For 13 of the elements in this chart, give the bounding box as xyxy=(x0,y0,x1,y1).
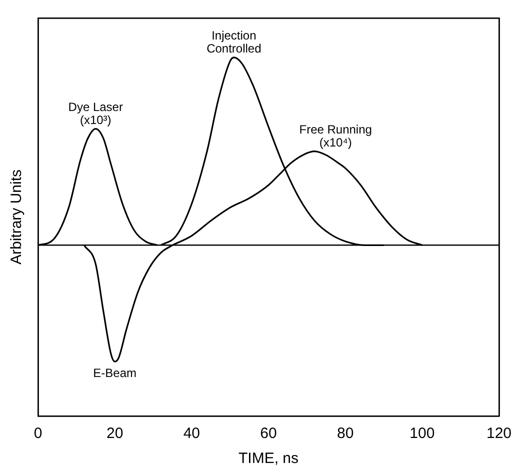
x-axis-title: TIME, ns xyxy=(238,450,299,468)
x-tick-label: 40 xyxy=(183,425,200,442)
x-tick-label: 20 xyxy=(106,425,124,442)
x-tick-label: 0 xyxy=(34,425,42,442)
y-axis-title: Arbitrary Units xyxy=(8,169,26,265)
x-tick-label: 120 xyxy=(486,425,512,442)
x-tick-label: 100 xyxy=(410,425,435,442)
series-label: E-Beam xyxy=(93,366,137,380)
series-label: Free Running (x10⁴) xyxy=(299,122,372,150)
series-label: Dye Laser (x10³) xyxy=(68,100,123,128)
x-tick-label: 60 xyxy=(260,425,277,442)
series-label: Injection Controlled xyxy=(206,28,262,56)
x-tick-label: 80 xyxy=(336,425,354,442)
